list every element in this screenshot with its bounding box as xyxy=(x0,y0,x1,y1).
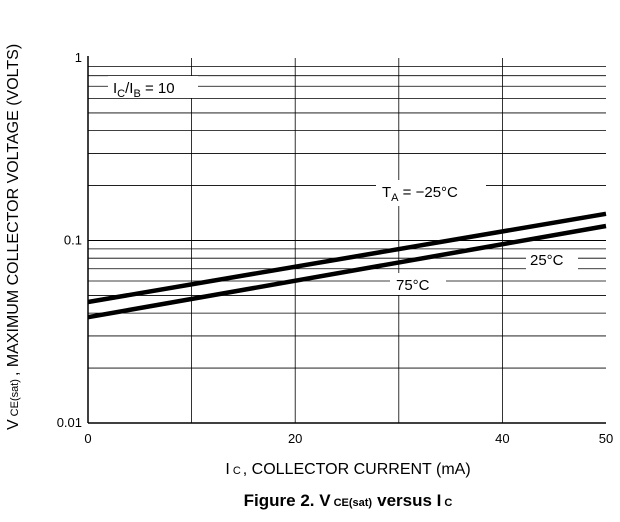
tick-labels: 0 20 40 50 1 0.1 0.01 xyxy=(57,50,614,446)
grid xyxy=(88,58,606,423)
plot-frame xyxy=(87,56,606,424)
series-line-2 xyxy=(87,223,607,320)
annotation-ratio-text: IC/IB = 10 xyxy=(113,80,175,100)
annotation-25c: 25°C xyxy=(526,250,578,270)
y-tick-label: 1 xyxy=(75,50,82,65)
annotation-ta-text: TA = −25°C xyxy=(382,184,458,204)
x-tick-label: 0 xyxy=(84,431,91,446)
annotation-75c-text: 75°C xyxy=(396,277,430,294)
series-line-1 xyxy=(87,211,607,305)
annotation-25c-text: 25°C xyxy=(530,252,564,269)
y-tick-label: 0.1 xyxy=(64,233,82,248)
y-axis-label: VCE(sat), MAXIMUM COLLECTOR VOLTAGE (VOL… xyxy=(5,44,22,430)
x-tick-label: 40 xyxy=(495,431,509,446)
annotation-ratio: IC/IB = 10 xyxy=(108,76,198,100)
x-tick-label: 20 xyxy=(288,431,302,446)
annotation-75c: 75°C xyxy=(390,273,446,295)
y-tick-label: 0.01 xyxy=(57,415,82,430)
annotation-ta: TA = −25°C xyxy=(376,180,486,206)
x-tick-label: 50 xyxy=(599,431,613,446)
series-layer xyxy=(87,211,607,320)
